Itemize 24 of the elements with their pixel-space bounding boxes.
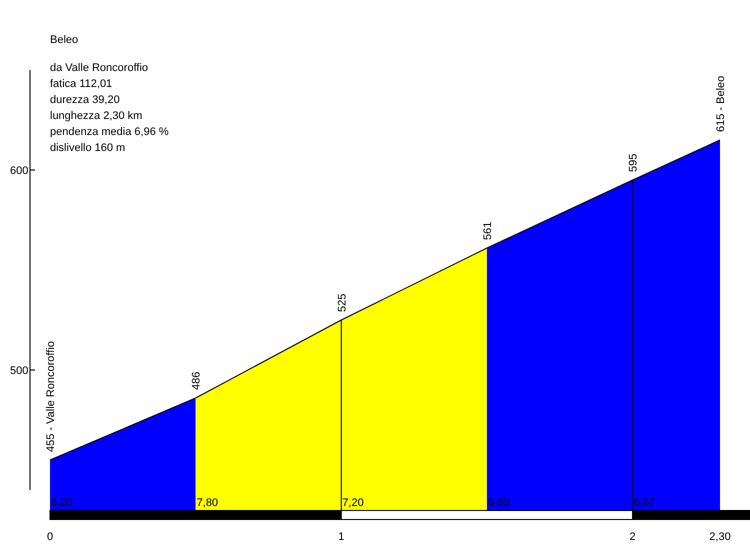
data-label: 525 — [336, 294, 348, 312]
data-label: 486 — [190, 372, 203, 390]
annotation: 7,80 — [196, 497, 218, 509]
chart-title: Beleo — [50, 34, 78, 46]
annotation: 6,20 — [51, 497, 72, 509]
y-tick-label: 500 — [10, 365, 28, 377]
y-tick-label: 600 — [10, 165, 28, 177]
data-label: 615 - Beleo — [715, 76, 727, 132]
data-label: 595 — [628, 154, 640, 172]
x-tick-label: 0 — [46, 531, 54, 543]
annotation: 6,67 — [634, 497, 656, 509]
annotation: durezza 39,20 — [50, 94, 120, 106]
annotation: lunghezza 2,30 km — [50, 110, 142, 122]
annotation: dislivello 160 m — [50, 142, 126, 154]
annotation: 7,20 — [342, 497, 364, 509]
annotation: pendenza media 6,96 % — [50, 126, 169, 138]
x-tick-label: 1 — [338, 531, 344, 543]
x-tick-label: 2 — [630, 531, 636, 543]
annotation: fatica 112,01 — [50, 78, 112, 90]
data-label: 561 — [482, 222, 494, 240]
data-label: 455 - Valle Roncoroffio — [45, 341, 57, 452]
annotation: 6,80 — [488, 497, 510, 509]
chart-subtitle: da Valle Roncoroffio — [50, 62, 148, 74]
x-tick-label: 2,30 — [709, 531, 731, 543]
